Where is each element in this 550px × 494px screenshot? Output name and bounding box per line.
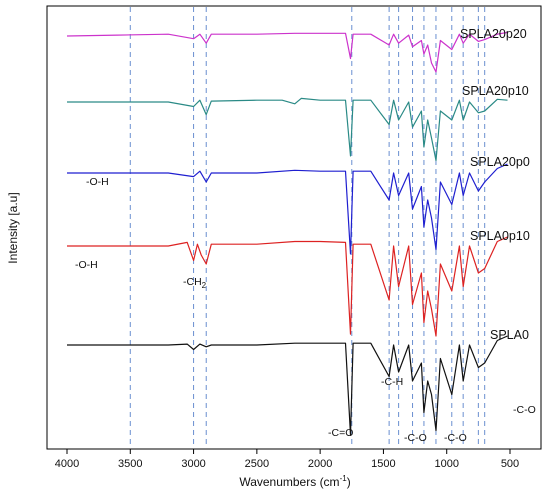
series-line — [67, 236, 508, 337]
x-tick-label: 500 — [501, 458, 519, 470]
x-tick-label: 1500 — [371, 458, 395, 470]
spectra — [66, 31, 508, 436]
series-line — [67, 163, 508, 255]
peak-annotation: -C-O — [513, 404, 536, 416]
reference-lines — [129, 7, 486, 448]
peak-annotation: -CH2 — [183, 276, 207, 290]
series-labels: SPLA20p20 SPLA20p10 SPLA20p0 SPLA0p10 SPLA0 — [460, 27, 530, 342]
peak-annotation: -O-H — [75, 259, 98, 271]
x-axis: 4000 3500 3000 2500 2000 1500 1000 500 — [55, 449, 519, 470]
y-axis-title: Intensity [a.u] — [6, 192, 20, 263]
series-label: SPLA20p20 — [460, 27, 527, 41]
peak-annotation: -O-H — [86, 176, 109, 188]
x-tick-label: 3500 — [118, 458, 142, 470]
peak-annotation: -C-O — [444, 432, 467, 444]
series-line — [66, 31, 508, 73]
series-label: SPLA0p10 — [470, 229, 530, 243]
peak-annotations: -O-H -O-H -CH2 -C=O -C-H -C-O -C-O -C-O — [75, 176, 536, 444]
plot-frame — [46, 5, 542, 450]
peak-annotation: -C=O — [328, 427, 353, 439]
series-label: SPLA0 — [490, 328, 529, 342]
peak-annotation: -C-O — [404, 432, 427, 444]
x-axis-title: Wavenumbers (cm-1) — [239, 474, 350, 489]
series-line — [67, 335, 508, 436]
x-tick-label: 3000 — [181, 458, 205, 470]
peak-annotation: -C-H — [381, 376, 403, 388]
x-tick-label: 2500 — [245, 458, 269, 470]
x-tick-label: 4000 — [55, 458, 79, 470]
series-line — [67, 97, 508, 162]
x-tick-label: 2000 — [308, 458, 332, 470]
series-label: SPLA20p0 — [470, 155, 530, 169]
series-label: SPLA20p10 — [462, 84, 529, 98]
x-tick-label: 1000 — [434, 458, 458, 470]
